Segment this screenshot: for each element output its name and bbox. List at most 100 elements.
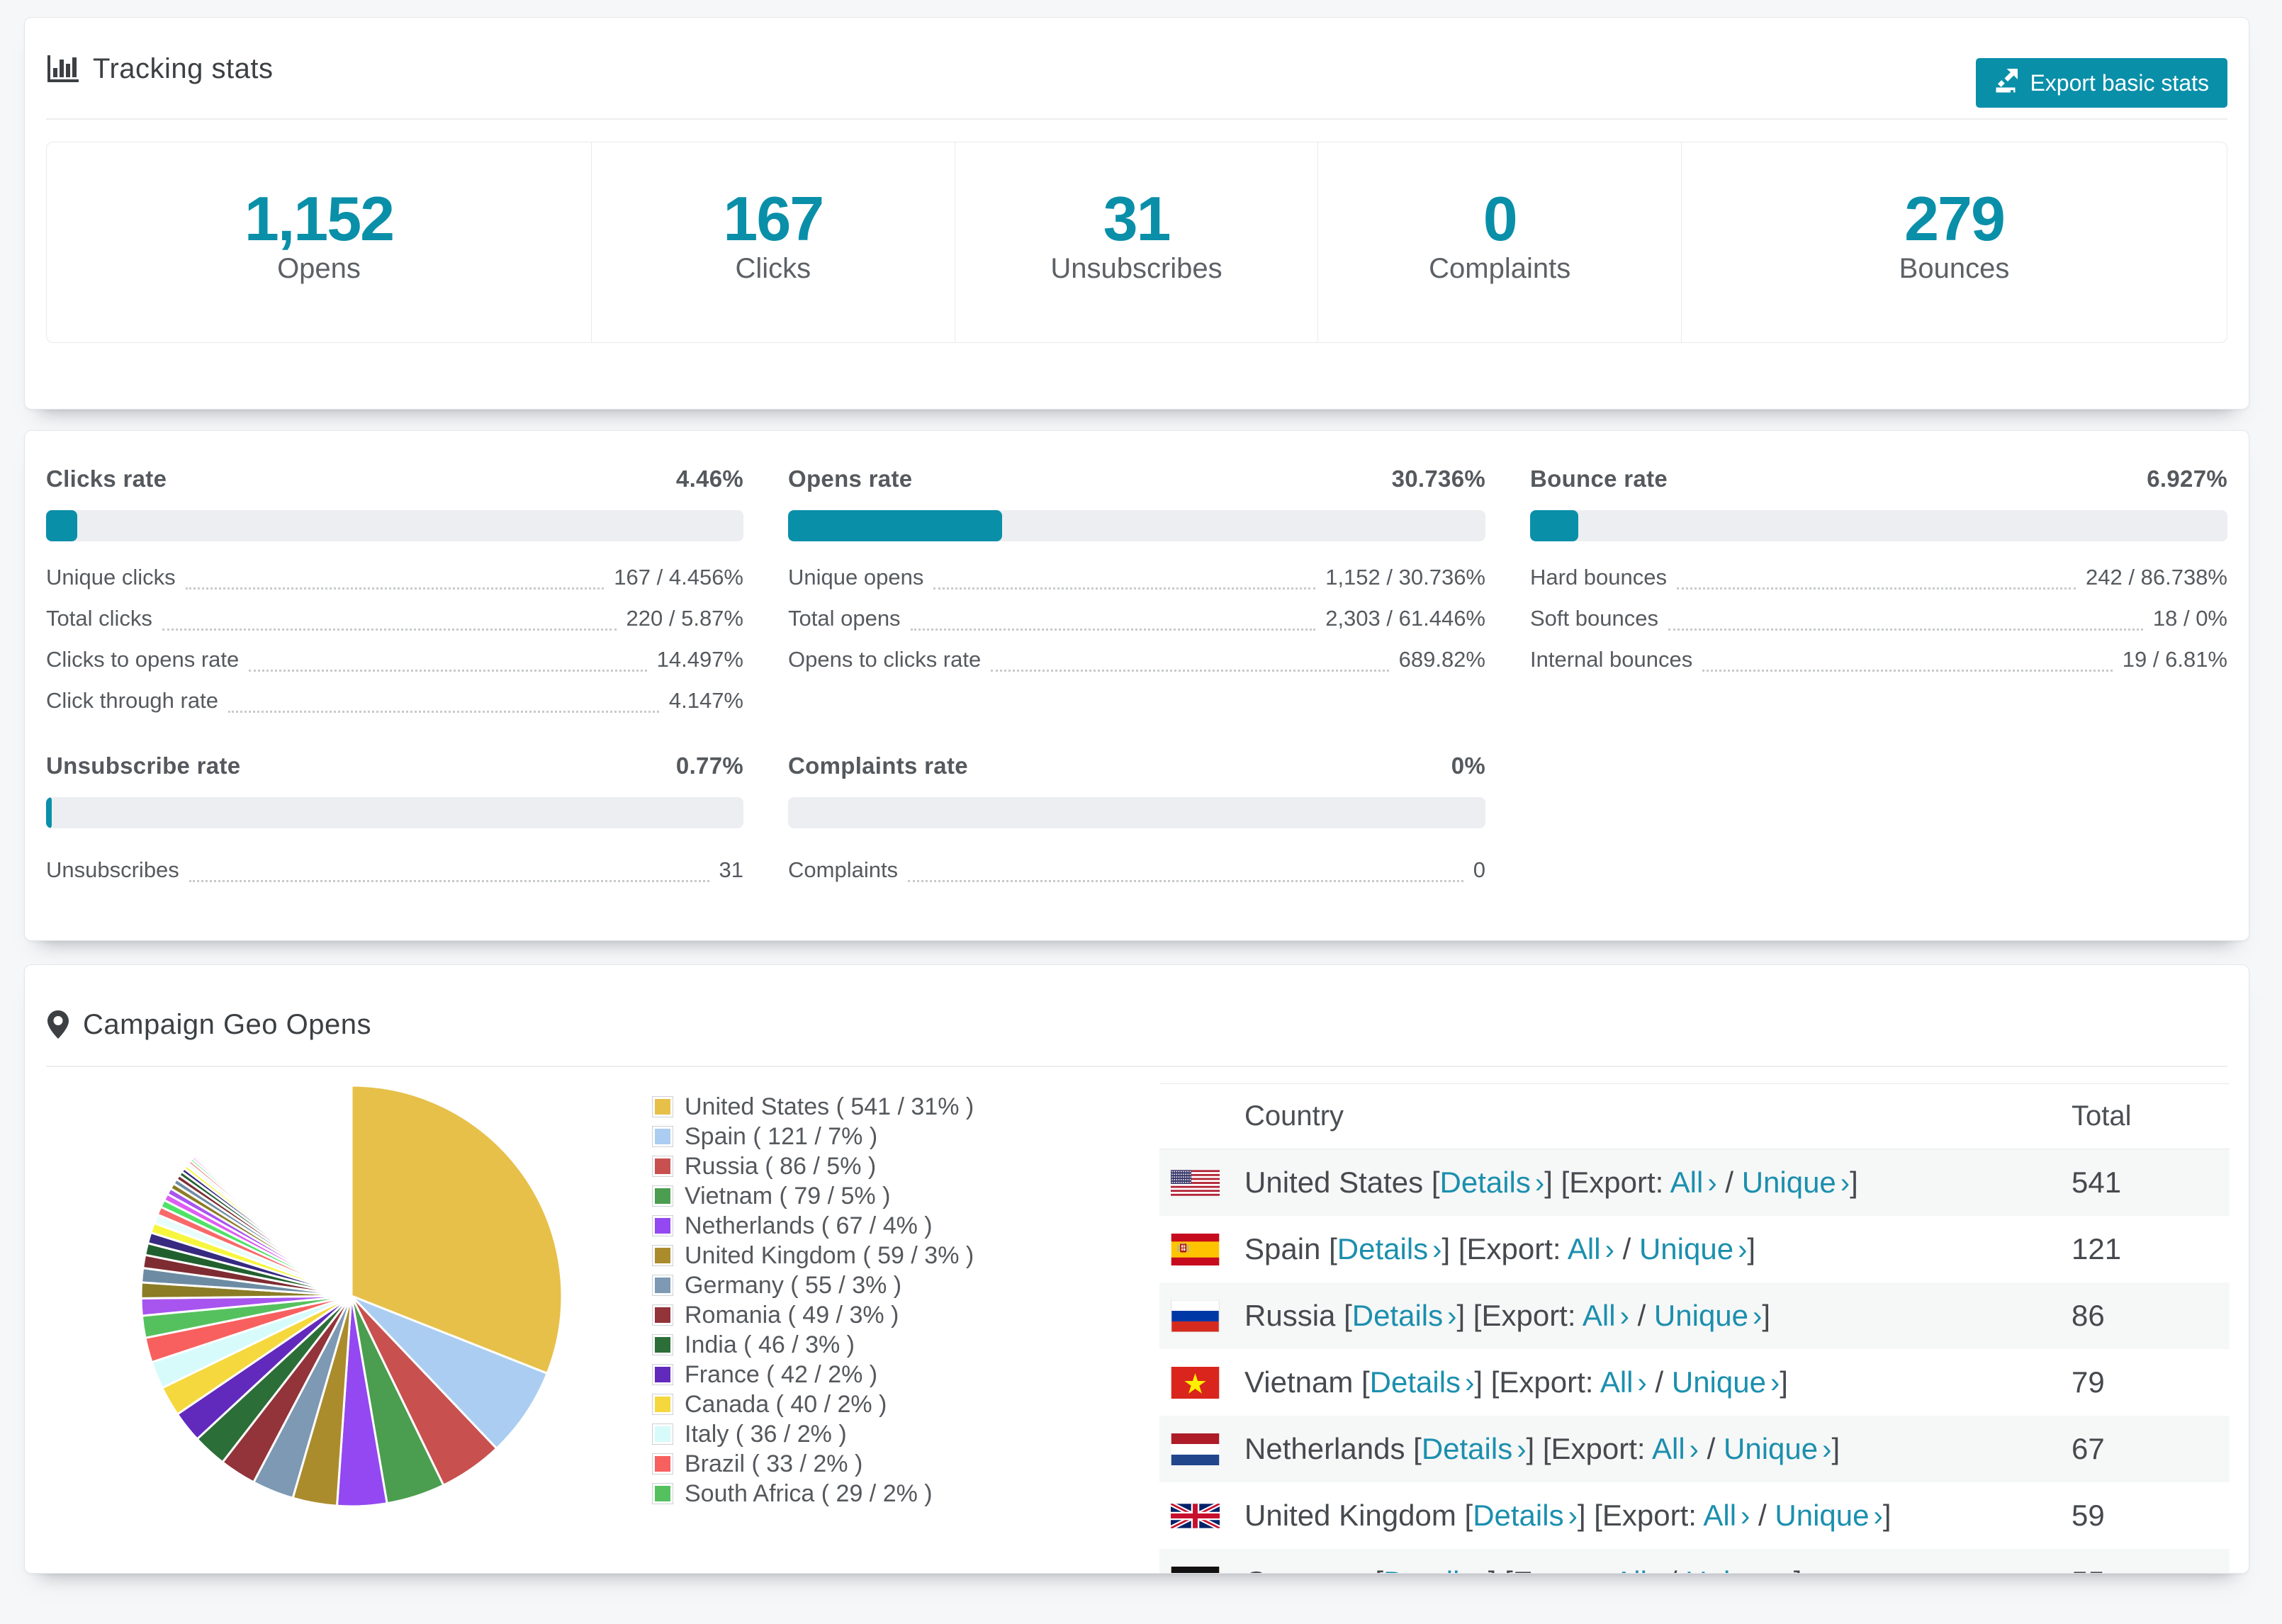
export-unique-link[interactable]: Unique› — [1775, 1499, 1883, 1532]
chevron-right-icon: › — [1604, 1234, 1614, 1265]
legend-label: United Kingdom ( 59 / 3% ) — [685, 1241, 974, 1269]
details-link[interactable]: Details› — [1439, 1166, 1545, 1199]
country-total: 121 — [2072, 1232, 2122, 1265]
export-all-link[interactable]: All› — [1670, 1166, 1717, 1199]
chevron-right-icon: › — [1619, 1301, 1629, 1332]
export-all-link[interactable]: All› — [1567, 1232, 1614, 1265]
details-link[interactable]: Details› — [1337, 1232, 1442, 1265]
export-unique-link[interactable]: Unique› — [1671, 1365, 1780, 1399]
pie-slice[interactable] — [207, 1140, 353, 1297]
rate-row-value: 2,303 / 61.446% — [1325, 606, 1485, 631]
stat-value: 279 — [1904, 184, 2006, 254]
rate-row-label: Total clicks — [46, 606, 152, 631]
legend-swatch — [652, 1304, 673, 1326]
country-name: Germany — [1244, 1565, 1367, 1573]
bar-chart-icon — [47, 55, 79, 82]
legend-label: Russia ( 86 / 5% ) — [685, 1152, 877, 1180]
rate-row-value: 0 — [1473, 857, 1485, 882]
geo-table-row-germany: Germany [Details›] [Export: All› / Uniqu… — [1159, 1549, 2230, 1573]
geo-opens-header: Campaign Geo Opens — [47, 1005, 2227, 1044]
export-all-link[interactable]: All› — [1703, 1499, 1750, 1532]
dotted-leader — [1677, 587, 2076, 590]
rates-column: Opens rate 30.736% Unique opens 1,152 / 30.… — [788, 431, 1485, 891]
export-basic-stats-button[interactable]: Export basic stats — [1976, 58, 2227, 108]
export-icon — [1994, 67, 2020, 98]
rate-heading-value: 4.46% — [675, 466, 743, 492]
dotted-leader — [991, 670, 1389, 672]
rate-row-internal-bounces: Internal bounces 19 / 6.81% — [1530, 639, 2227, 680]
rate-row-value: 242 / 86.738% — [2086, 565, 2227, 590]
geo-table-header-country: Country — [1244, 1100, 1344, 1132]
pie-slice[interactable] — [350, 1084, 563, 1375]
rate-heading-value: 0% — [1451, 752, 1485, 779]
rates-grid: Clicks rate 4.46% Unique clicks 167 / 4.456… — [25, 431, 2249, 891]
export-all-link[interactable]: All› — [1600, 1365, 1647, 1399]
legend-label: India ( 46 / 3% ) — [685, 1331, 855, 1358]
legend-label: Vietnam ( 79 / 5% ) — [685, 1182, 891, 1209]
rate-rows: Unsubscribes 31 — [46, 850, 743, 891]
export-unique-link[interactable]: Unique› — [1724, 1432, 1832, 1465]
stat-label: Opens — [277, 253, 361, 284]
chevron-right-icon: › — [1689, 1434, 1699, 1465]
legend-label: Spain ( 121 / 7% ) — [685, 1122, 878, 1150]
progress-fill — [46, 510, 77, 541]
rate-row-label: Opens to clicks rate — [788, 647, 982, 672]
clicks-rate-progress-bar — [46, 510, 743, 541]
rate-row-unique-clicks: Unique clicks 167 / 4.456% — [46, 557, 743, 598]
dotted-leader — [910, 628, 1316, 631]
export-unique-link[interactable]: Unique› — [1639, 1232, 1748, 1265]
stat-opens: 1,152 Opens — [47, 142, 592, 342]
pie-slice[interactable] — [350, 1295, 549, 1450]
legend-item-germany: Germany ( 55 / 3% ) — [652, 1270, 974, 1300]
rate-row-complaints: Complaints 0 — [788, 850, 1485, 891]
export-all-link[interactable]: All› — [1614, 1565, 1660, 1573]
export-all-link[interactable]: All› — [1582, 1299, 1629, 1332]
country-name: Netherlands — [1244, 1432, 1405, 1465]
complaints-rate-heading: Complaints rate 0% — [788, 752, 1485, 780]
chevron-right-icon: › — [1447, 1301, 1457, 1332]
details-link[interactable]: Details› — [1383, 1565, 1488, 1573]
details-link[interactable]: Details› — [1351, 1299, 1457, 1332]
dotted-leader — [1668, 628, 2143, 631]
export-unique-link[interactable]: Unique› — [1741, 1166, 1850, 1199]
geo-opens-title: Campaign Geo Opens — [83, 1008, 372, 1040]
country-total: 55 — [2072, 1565, 2230, 1573]
country-total: 59 — [2072, 1499, 2105, 1532]
geo-opens-pie-chart[interactable] — [118, 1062, 585, 1530]
export-button-label: Export basic stats — [2030, 69, 2209, 96]
export-unique-link[interactable]: Unique› — [1653, 1299, 1763, 1332]
dotted-leader — [185, 587, 605, 590]
export-all-link[interactable]: All› — [1651, 1432, 1699, 1465]
legend-item-netherlands: Netherlands ( 67 / 4% ) — [652, 1211, 974, 1241]
rate-row-label: Unique clicks — [46, 565, 176, 590]
legend-swatch — [652, 1215, 673, 1236]
legend-label: Canada ( 40 / 2% ) — [685, 1390, 887, 1418]
rate-row-value: 167 / 4.456% — [614, 565, 743, 590]
rate-row-label: Hard bounces — [1530, 565, 1668, 590]
details-link[interactable]: Details› — [1421, 1432, 1527, 1465]
legend-swatch — [652, 1275, 673, 1296]
rate-heading-label: Opens rate — [788, 466, 913, 492]
legend-swatch — [652, 1126, 673, 1147]
rate-row-label: Complaints — [788, 857, 899, 882]
bounce-rate-progress-bar — [1530, 510, 2227, 541]
stat-value: 31 — [1103, 184, 1171, 254]
legend-label: United States ( 541 / 31% ) — [685, 1093, 974, 1120]
chevron-right-icon: › — [1822, 1434, 1832, 1465]
geo-table-row-vietnam: Vietnam [Details ›] [Export: All › / Uniqu… — [1159, 1349, 2230, 1416]
legend-item-vietnam: Vietnam ( 79 / 5% ) — [652, 1181, 974, 1211]
rate-heading-label: Complaints rate — [788, 752, 968, 779]
unsubscribe-rate-heading: Unsubscribe rate 0.77% — [46, 752, 743, 780]
export-unique-link[interactable]: Unique› — [1685, 1565, 1793, 1573]
country-total: 86 — [2072, 1299, 2105, 1332]
legend-item-canada: Canada ( 40 / 2% ) — [652, 1389, 974, 1419]
details-link[interactable]: Details› — [1473, 1499, 1578, 1532]
legend-item-brazil: Brazil ( 33 / 2% ) — [652, 1449, 974, 1479]
rate-rows: Complaints 0 — [788, 850, 1485, 891]
chevron-right-icon: › — [1568, 1501, 1578, 1532]
progress-fill — [1530, 510, 1579, 541]
details-link[interactable]: Details› — [1369, 1365, 1475, 1399]
chevron-right-icon: › — [1840, 1168, 1850, 1199]
rate-block-unsubscribe-rate: Unsubscribe rate 0.77% Unsubscribes 31 — [46, 752, 743, 891]
legend-swatch — [652, 1096, 673, 1117]
